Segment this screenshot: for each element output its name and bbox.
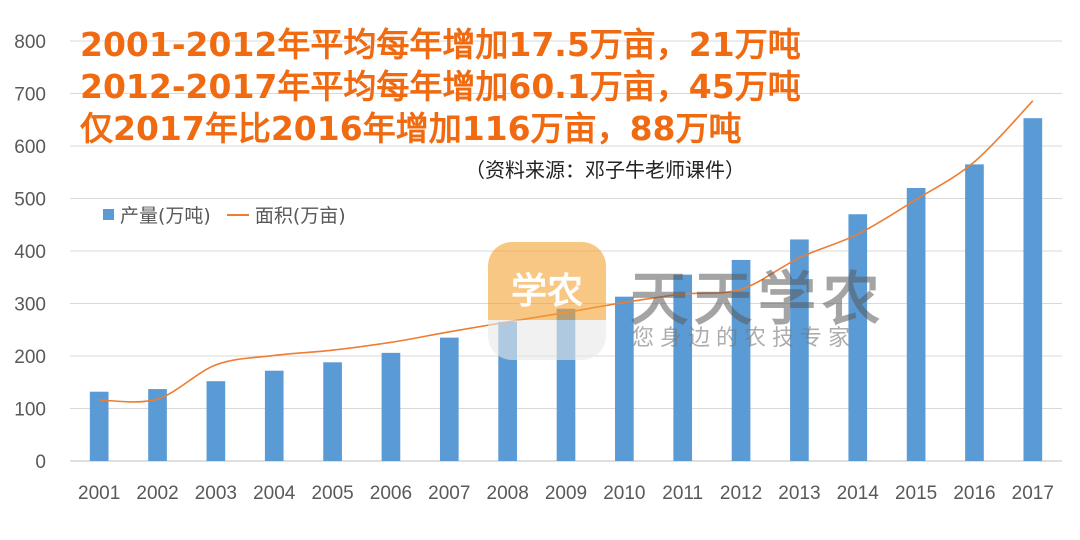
y-tick-label: 600 — [14, 137, 46, 158]
headline-1: 2001-2012年平均每年增加17.5万亩，21万吨 — [80, 25, 801, 64]
bar — [906, 188, 926, 461]
legend-bar-swatch — [103, 209, 114, 220]
bar — [323, 362, 342, 461]
y-tick-label: 100 — [14, 400, 46, 421]
bar — [381, 352, 401, 461]
bar — [264, 370, 284, 461]
x-tick-label: 2016 — [953, 483, 995, 504]
headline-3: 仅2017年比2016年增加116万亩，88万吨 — [80, 109, 742, 148]
x-tick-label: 2002 — [136, 483, 178, 504]
y-tick-label: 0 — [35, 452, 46, 473]
x-tick-label: 2011 — [662, 483, 703, 504]
bar — [206, 381, 226, 461]
x-tick-label: 2010 — [603, 483, 645, 504]
legend-line-swatch — [226, 213, 249, 216]
bar — [673, 274, 693, 461]
bar — [848, 214, 868, 461]
y-tick-label: 200 — [14, 347, 46, 368]
watermark-slogan: 您身边的农技专家 — [632, 326, 857, 351]
bar — [89, 391, 109, 461]
y-tick-label: 500 — [14, 190, 46, 211]
x-tick-label: 2014 — [837, 483, 880, 504]
bar — [439, 337, 459, 461]
y-tick-label: 300 — [14, 295, 46, 316]
x-tick-label: 2009 — [545, 483, 587, 504]
bar — [615, 296, 634, 461]
source-note: （资料来源：邓子牛老师课件） — [465, 158, 745, 182]
bar — [790, 239, 809, 461]
headline-2: 2012-2017年平均每年增加60.1万亩，45万吨 — [80, 67, 801, 106]
x-tick-label: 2015 — [895, 483, 937, 504]
bar — [1023, 118, 1043, 462]
bar — [148, 389, 167, 461]
bar — [731, 259, 751, 461]
x-tick-label: 2003 — [195, 483, 237, 504]
y-axis-ticks: 0 100 200 300 400 500 600 700 800 — [14, 32, 46, 473]
legend-line-label: 面积(万亩) — [254, 205, 346, 227]
x-tick-label: 2001 — [78, 483, 120, 504]
watermark-brand: 天天学农 — [630, 265, 887, 333]
x-tick-label: 2017 — [1012, 483, 1054, 504]
x-tick-label: 2006 — [370, 483, 412, 504]
y-tick-label: 800 — [14, 32, 46, 53]
x-tick-label: 2008 — [487, 483, 529, 504]
watermark-logo: 学农 — [488, 242, 606, 360]
y-tick-label: 700 — [14, 85, 46, 106]
x-tick-label: 2007 — [428, 483, 470, 504]
y-tick-label: 400 — [14, 242, 46, 263]
x-axis-ticks: 2001 2002 2003 2004 2005 2006 2007 2008 2009 2010… — [78, 483, 1054, 504]
legend-bar-label: 产量(万吨) — [120, 205, 211, 227]
bar — [965, 164, 984, 461]
bar-series — [89, 118, 1043, 462]
headline-block: 2001-2012年平均每年增加17.5万亩，21万吨 2012-2017年平均… — [80, 24, 801, 150]
watermark-logo-text: 学农 — [510, 271, 583, 312]
x-tick-label: 2012 — [720, 483, 762, 504]
x-tick-label: 2013 — [778, 483, 820, 504]
x-tick-label: 2005 — [311, 483, 353, 504]
x-tick-label: 2004 — [253, 483, 296, 504]
chart-legend: 产量(万吨) 面积(万亩) — [103, 201, 346, 228]
